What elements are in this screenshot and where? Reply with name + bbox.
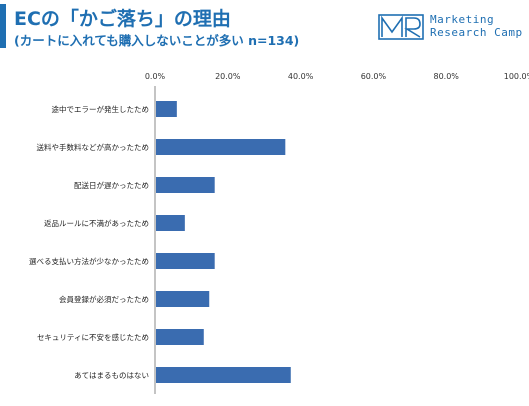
mrc-logo-icon [378, 14, 424, 40]
category-label: 会員登録が必須だったため [59, 294, 149, 304]
bar [156, 367, 291, 383]
category-label: 選べる支払い方法が少なかったため [29, 256, 149, 266]
logo-line-1: Marketing [430, 13, 495, 26]
x-tick-label: 80.0% [433, 72, 459, 81]
category-label: セキュリティに不安を感じたため [37, 332, 149, 342]
bar [156, 329, 204, 345]
logo-wordmark: Marketing Research Camp [430, 13, 523, 39]
category-label: 途中でエラーが発生したため [52, 104, 150, 114]
chart-title: ECの「かご落ち」の理由 [14, 8, 231, 30]
bar [156, 253, 215, 269]
category-label: 返品ルールに不満があったため [44, 218, 149, 228]
bar [156, 139, 286, 155]
category-label: 配送日が遅かったため [74, 180, 149, 190]
logo-line-2: Research Camp [430, 25, 523, 39]
x-tick-label: 20.0% [215, 72, 241, 81]
category-label: 送料や手数料などが高かったため [37, 142, 150, 152]
x-tick-label: 40.0% [288, 72, 314, 81]
x-tick-label: 100.0% [504, 72, 529, 81]
header-accent-bar [0, 4, 6, 48]
x-tick-label: 60.0% [361, 72, 387, 81]
chart-subtitle: (カートに入れても購入しないことが多い n=134) [14, 33, 300, 48]
bar [156, 177, 215, 193]
bar [156, 291, 210, 307]
category-label: あてはまるものはない [74, 371, 149, 380]
x-tick-label: 0.0% [145, 72, 166, 81]
bar [156, 215, 185, 231]
brand-logo: Marketing Research Camp [378, 13, 528, 40]
bar-chart: 0.0% 20.0% 40.0% 60.0% 80.0% 100.0% 途中でエラーが発生し… [29, 72, 529, 394]
bar [156, 101, 177, 117]
